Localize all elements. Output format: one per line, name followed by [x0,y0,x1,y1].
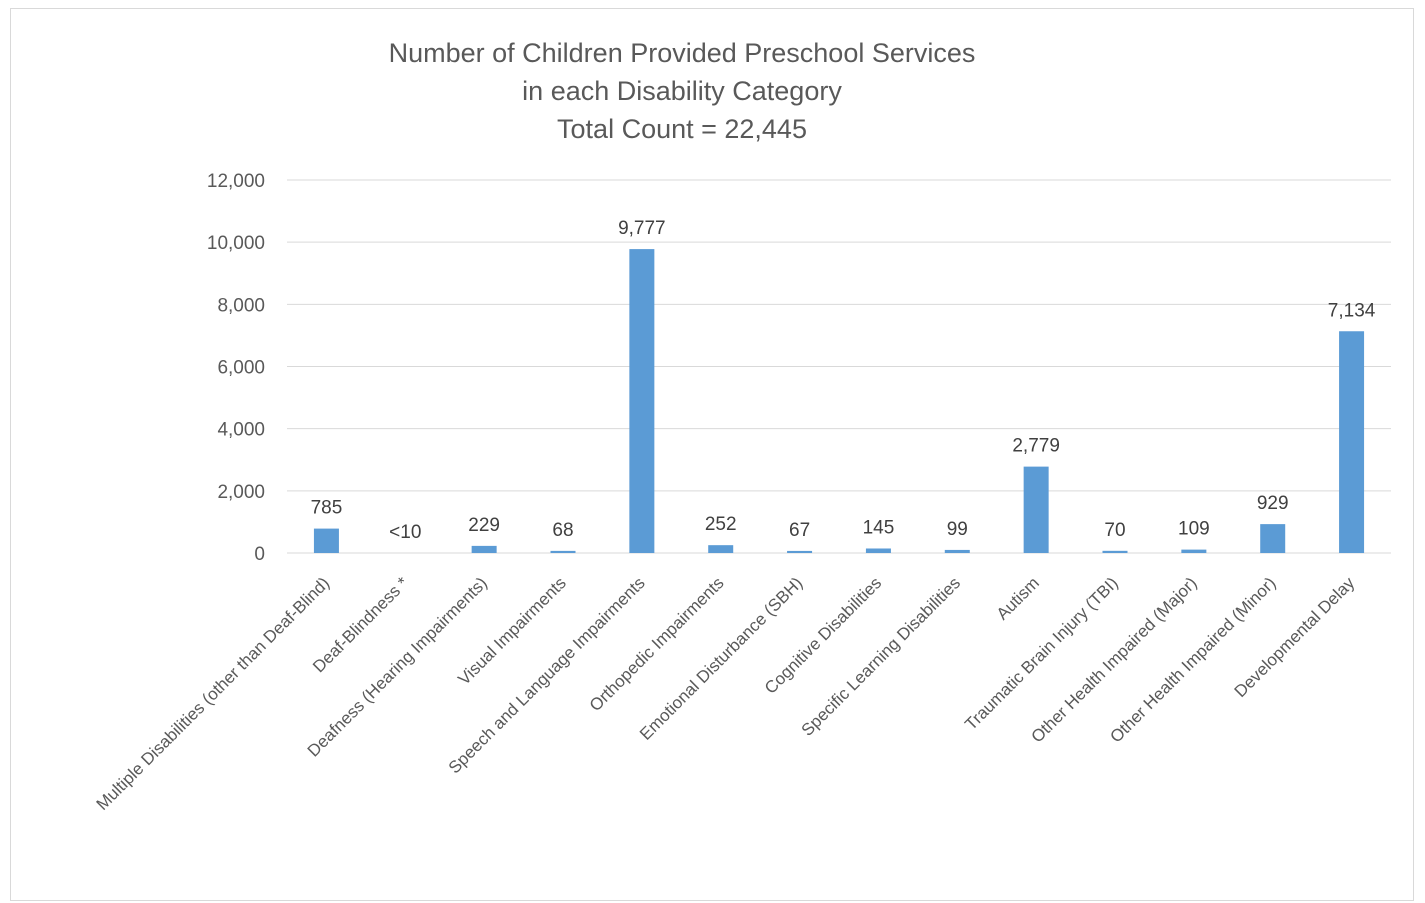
data-label: 929 [1257,493,1289,514]
category-label: Emotional Disturbance (SBH) [636,573,806,743]
bar [471,545,497,553]
bar [1260,524,1286,553]
data-label: 252 [705,514,737,535]
gridlines [287,179,1391,554]
chart-title-line-1: Number of Children Provided Preschool Se… [388,38,976,68]
bar [1023,466,1049,553]
chart-title-line-2: in each Disability Category [522,76,842,106]
data-label: 229 [468,515,500,536]
y-tick-label: 6,000 [217,358,265,379]
category-label: Multiple Disabilities (other than Deaf-B… [93,573,334,814]
data-label: 68 [552,520,573,541]
y-axis-tick-labels: 0 2,000 4,000 6,000 8,000 10,000 12,000 [207,171,265,565]
category-label: Traumatic Brain Injury (TBI) [961,573,1122,734]
y-tick-label: 4,000 [217,420,265,441]
bar [865,548,891,553]
data-label: 67 [789,520,810,541]
bar [787,550,813,553]
bar [1181,549,1207,553]
data-label: 70 [1104,520,1125,541]
data-label: 9,777 [618,218,666,239]
category-label: Autism [993,573,1043,623]
data-label: 99 [947,519,968,540]
category-label: Other Health Impaired (Major) [1028,573,1201,746]
data-label: <10 [389,522,421,543]
data-label: 785 [311,498,343,519]
bar [708,545,734,553]
bar [944,549,970,553]
y-tick-label: 2,000 [217,482,265,503]
category-labels: Multiple Disabilities (other than Deaf-B… [93,573,1359,814]
data-label: 2,779 [1012,436,1060,457]
chart-title-line-3: Total Count = 22,445 [557,114,807,144]
chart-area [10,8,1414,901]
bar [1102,550,1128,553]
data-label: 7,134 [1328,300,1376,321]
data-labels: 785 <10 229 68 9,777 252 67 145 99 2,779 70 109 929 7… [311,218,1376,543]
y-tick-label: 12,000 [207,171,265,192]
bar [313,528,339,553]
bars [313,249,1365,553]
bar [1339,331,1365,553]
category-label: Other Health Impaired (Minor) [1106,573,1279,746]
bar [550,550,576,553]
data-label: 109 [1178,519,1210,540]
y-tick-label: 8,000 [217,295,265,316]
chart-title: Number of Children Provided Preschool Se… [282,34,1082,148]
bar [629,249,655,553]
category-label: Orthopedic Impairments [586,573,728,715]
y-tick-label: 10,000 [207,233,265,254]
data-label: 145 [863,517,895,538]
category-label: Specific Learning Disabilities [798,573,964,739]
y-tick-label: 0 [254,544,265,565]
